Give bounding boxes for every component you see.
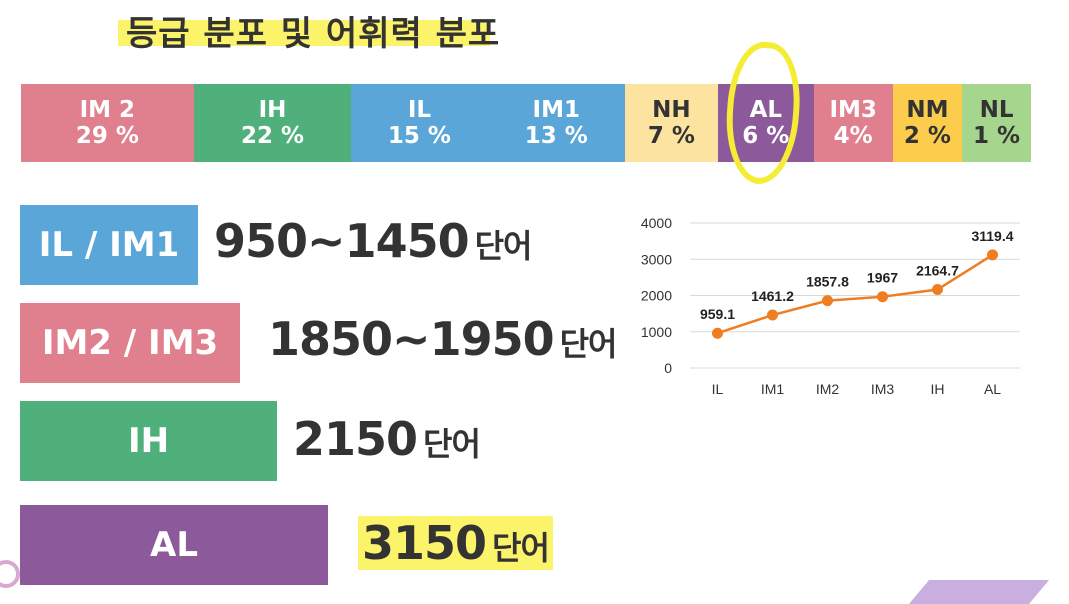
grade-percent: 1 % — [973, 123, 1021, 149]
word-range: 950~1450 — [214, 214, 470, 268]
word-count: 3150 단어 — [358, 516, 553, 570]
word-count: 1850~1950 단어 — [268, 312, 617, 366]
grade-percent: 4% — [833, 123, 873, 149]
level-box: IL / IM1 — [20, 205, 198, 285]
grade-percent: 22 % — [240, 123, 304, 149]
data-point — [822, 295, 833, 307]
grade-label: IL — [407, 97, 432, 123]
data-point — [987, 249, 998, 261]
grade-label: IM3 — [829, 97, 877, 123]
word-unit: 단어 — [423, 425, 481, 463]
grade-segment-im2: IM 2 29 % — [21, 84, 194, 162]
level-box: IM2 / IM3 — [20, 303, 240, 383]
grade-percent: 13 % — [524, 123, 588, 149]
level-box: AL — [20, 505, 328, 585]
page-title: 등급 분포 및 어휘력 분포 — [126, 14, 501, 54]
grade-segment-nh: NH 7 % — [624, 84, 718, 162]
data-label: 1967 — [867, 270, 898, 286]
data-label: 1461.2 — [751, 288, 794, 304]
x-tick-label: IL — [712, 381, 724, 397]
series-line — [717, 253, 994, 335]
data-point — [932, 284, 943, 296]
grade-percent: 6 % — [742, 123, 790, 149]
data-point — [712, 327, 723, 339]
grade-percent: 15 % — [387, 123, 451, 149]
grade-percent: 2 % — [903, 123, 951, 149]
grade-segment-nm: NM 2 % — [892, 84, 963, 162]
grade-segment-im3: IM3 4% — [813, 84, 893, 162]
grade-segment-al: AL 6 % — [717, 84, 814, 162]
title-highlight — [118, 20, 490, 46]
word-count: 950~1450 단어 — [214, 214, 533, 268]
word-range: 2150 — [293, 412, 418, 466]
decorative-corner-shape — [908, 580, 1050, 604]
word-range: 1850~1950 — [268, 312, 555, 366]
grade-segment-ih: IH 22 % — [193, 84, 352, 162]
word-range: 3150 — [362, 516, 487, 570]
data-label: 1857.8 — [806, 274, 849, 290]
y-tick-label: 4000 — [641, 215, 672, 231]
grade-label: NM — [906, 97, 949, 123]
x-tick-label: IM2 — [816, 381, 840, 397]
vocabulary-line-chart: 0 1000 2000 3000 4000 IL IM1 IM2 IM3 IH AL 959.1 146… — [641, 215, 1020, 397]
x-tick-label: IM3 — [871, 381, 895, 397]
y-tick-label: 1000 — [641, 324, 672, 340]
x-tick-label: AL — [984, 381, 1001, 397]
grade-label: NH — [652, 97, 691, 123]
data-label: 2164.7 — [916, 263, 959, 279]
word-unit: 단어 — [559, 325, 618, 363]
x-tick-label: IM1 — [761, 381, 785, 397]
x-tick-label: IH — [931, 381, 945, 397]
y-tick-label: 3000 — [641, 251, 672, 267]
grade-distribution-bar: IM 2 29 % IH 22 % IL 15 % IM1 13 % NH 7 % AL 6 % IM3… — [21, 84, 1031, 162]
al-highlight-circle — [722, 39, 804, 187]
grade-label: IH — [258, 97, 287, 123]
y-tick-label: 0 — [664, 360, 672, 376]
level-box: IH — [20, 401, 277, 481]
word-unit: 단어 — [492, 529, 550, 567]
data-point — [877, 291, 888, 303]
data-point — [767, 309, 778, 321]
grade-segment-il: IL 15 % — [351, 84, 488, 162]
grade-label: NL — [979, 97, 1014, 123]
grade-percent: 7 % — [647, 123, 695, 149]
decorative-circle — [0, 560, 20, 588]
grade-segment-im1: IM1 13 % — [487, 84, 625, 162]
grade-percent: 29 % — [75, 123, 139, 149]
grade-label: AL — [749, 97, 783, 123]
word-unit: 단어 — [474, 227, 533, 265]
data-label: 3119.4 — [971, 228, 1013, 244]
title-block: 등급 분포 및 어휘력 분포 — [118, 12, 500, 56]
grade-label: IM 2 — [79, 97, 136, 123]
data-label: 959.1 — [700, 306, 735, 322]
y-tick-label: 2000 — [641, 288, 672, 304]
grade-label: IM1 — [532, 97, 580, 123]
grade-segment-nl: NL 1 % — [962, 84, 1031, 162]
word-count: 2150 단어 — [293, 412, 481, 466]
